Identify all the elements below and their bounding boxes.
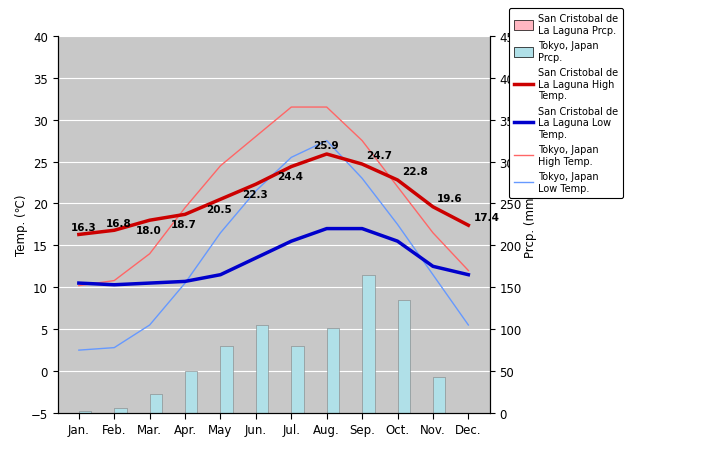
- Text: 17.4: 17.4: [474, 212, 500, 222]
- Bar: [185, 371, 197, 413]
- Text: 25.9: 25.9: [312, 141, 338, 151]
- Bar: [350, 413, 362, 453]
- Bar: [456, 413, 468, 430]
- Text: 19.6: 19.6: [437, 194, 463, 204]
- Bar: [208, 413, 220, 451]
- Bar: [292, 346, 304, 413]
- Bar: [243, 413, 256, 453]
- Bar: [138, 413, 150, 437]
- Y-axis label: Temp. (℃): Temp. (℃): [15, 194, 28, 256]
- Text: 18.0: 18.0: [136, 225, 161, 235]
- Bar: [66, 413, 79, 433]
- Text: 24.7: 24.7: [366, 151, 392, 161]
- Bar: [315, 413, 327, 453]
- Text: 18.7: 18.7: [171, 219, 197, 230]
- Y-axis label: Prcp. (mm): Prcp. (mm): [524, 192, 537, 257]
- Bar: [150, 394, 162, 413]
- Text: 20.5: 20.5: [207, 204, 233, 214]
- Bar: [102, 413, 114, 444]
- Bar: [468, 413, 481, 421]
- Text: 22.3: 22.3: [242, 189, 268, 199]
- Legend: San Cristobal de
La Laguna Prcp., Tokyo, Japan
Prcp., San Cristobal de
La Laguna: San Cristobal de La Laguna Prcp., Tokyo,…: [509, 10, 623, 198]
- Text: 24.4: 24.4: [277, 172, 303, 182]
- Bar: [397, 300, 410, 413]
- Bar: [279, 413, 292, 453]
- Bar: [114, 408, 127, 413]
- Bar: [79, 411, 91, 413]
- Bar: [327, 328, 339, 413]
- Bar: [173, 413, 185, 448]
- Bar: [433, 377, 446, 413]
- Bar: [256, 325, 269, 413]
- Text: 16.8: 16.8: [106, 218, 132, 229]
- Bar: [420, 413, 433, 420]
- Bar: [220, 346, 233, 413]
- Bar: [362, 275, 374, 413]
- Text: 16.3: 16.3: [71, 223, 96, 233]
- Bar: [385, 413, 397, 448]
- Text: 22.8: 22.8: [402, 167, 428, 177]
